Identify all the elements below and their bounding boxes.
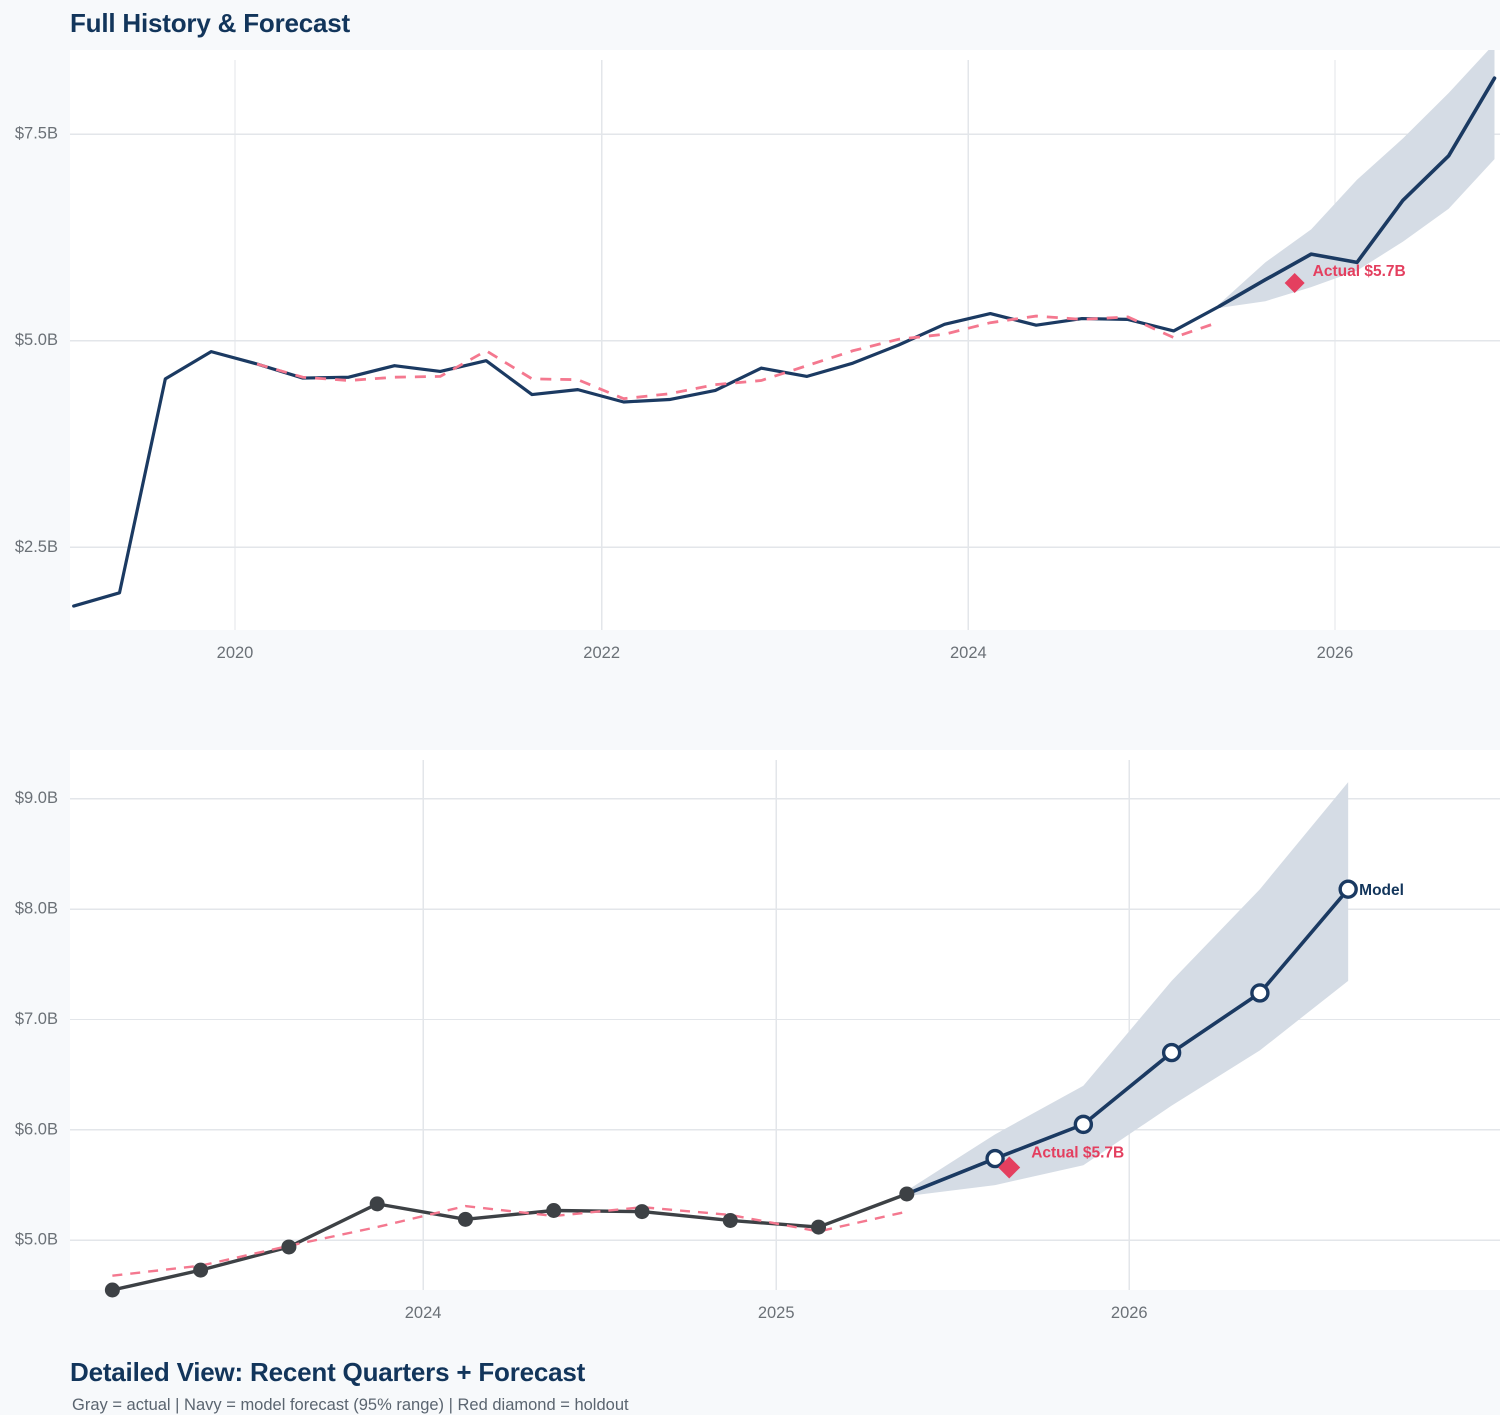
forecast-point-marker bbox=[985, 1148, 1005, 1169]
actual-point-marker bbox=[811, 1219, 827, 1235]
x-tick-label: 2024 bbox=[405, 1304, 442, 1322]
actual-point-marker bbox=[193, 1262, 209, 1278]
actual-point-marker bbox=[722, 1212, 738, 1228]
top-chart-panel: Full History & Forecast $2.5B $5.0B $7.5B … bbox=[0, 0, 1500, 675]
x-tick-label: 2024 bbox=[950, 644, 987, 662]
top-x-axis-labels: 2020 2022 2024 2026 bbox=[217, 644, 1354, 662]
top-series-lines bbox=[72, 76, 1497, 608]
bottom-x-axis-labels: 2024 2025 2026 bbox=[405, 1304, 1148, 1322]
y-tick-label: $7.5B bbox=[15, 125, 58, 143]
y-tick-label: $2.5B bbox=[15, 538, 58, 556]
actual-point-marker bbox=[457, 1211, 473, 1227]
x-tick-label: 2026 bbox=[1111, 1304, 1148, 1322]
forecast-point-marker bbox=[1338, 879, 1358, 899]
bottom-y-axis-labels: $5.0B $6.0B $7.0B $8.0B $9.0B bbox=[15, 789, 58, 1249]
y-tick-label: $5.0B bbox=[15, 331, 58, 349]
series-line-model-forecast bbox=[1217, 76, 1497, 308]
holdout-annotation-label: Actual $5.7B bbox=[1031, 1144, 1124, 1161]
x-tick-label: 2025 bbox=[758, 1304, 795, 1322]
top-chart-svg: $2.5B $5.0B $7.5B 2020 2022 2024 2026 Actual … bbox=[15, 50, 1500, 662]
forecast-point-marker bbox=[1073, 1114, 1094, 1135]
y-tick-label: $7.0B bbox=[15, 1010, 58, 1028]
top-plot-background bbox=[70, 50, 1500, 630]
bottom-gridlines bbox=[70, 760, 1500, 1290]
x-tick-label: 2026 bbox=[1317, 644, 1354, 662]
forecast-point-marker bbox=[1250, 983, 1270, 1003]
holdout-diamond-marker bbox=[998, 1156, 1021, 1179]
y-tick-label: $9.0B bbox=[15, 789, 58, 807]
series-line-model-fit-in-sample- bbox=[112, 1204, 908, 1277]
bottom-series-lines bbox=[110, 887, 1350, 1292]
bottom-markers bbox=[104, 879, 1358, 1298]
top-chart-title: Full History & Forecast bbox=[70, 8, 351, 38]
bottom-annotations: Actual $5.7B Model bbox=[1031, 882, 1404, 1161]
series-line-model-forecast bbox=[905, 887, 1350, 1196]
model-endpoint-label: Model bbox=[1359, 882, 1404, 899]
x-tick-label: 2020 bbox=[217, 644, 254, 662]
actual-point-marker bbox=[546, 1203, 562, 1218]
actual-point-marker bbox=[281, 1239, 297, 1255]
bottom-chart-subtitle: Gray = actual | Navy = model forecast (9… bbox=[72, 1396, 629, 1414]
actual-point-marker bbox=[634, 1204, 650, 1220]
series-line-model-fit-in-sample- bbox=[256, 314, 1220, 401]
confidence-band-95 bbox=[1219, 50, 1495, 308]
actual-point-marker bbox=[899, 1186, 915, 1202]
actual-point-marker bbox=[104, 1282, 120, 1298]
y-tick-label: $6.0B bbox=[15, 1120, 58, 1138]
bottom-chart-svg: $5.0B $6.0B $7.0B $8.0B $9.0B 2024 2025 2026 A… bbox=[15, 750, 1500, 1322]
top-annotations: Actual $5.7B bbox=[1313, 263, 1406, 280]
forecast-point-marker bbox=[1161, 1042, 1182, 1063]
top-markers bbox=[1284, 273, 1305, 294]
holdout-annotation-label: Actual $5.7B bbox=[1313, 263, 1406, 280]
x-tick-label: 2022 bbox=[583, 644, 620, 662]
top-gridlines bbox=[70, 60, 1500, 630]
holdout-diamond-marker bbox=[1284, 273, 1305, 294]
y-tick-label: $5.0B bbox=[15, 1231, 58, 1249]
top-y-axis-labels: $2.5B $5.0B $7.5B bbox=[15, 125, 58, 556]
bottom-chart-panel: Detailed View: Recent Quarters + Forecas… bbox=[0, 675, 1500, 1414]
top-confidence-band bbox=[1219, 50, 1495, 308]
bottom-chart-title: Detailed View: Recent Quarters + Forecas… bbox=[70, 1357, 586, 1387]
y-tick-label: $8.0B bbox=[15, 899, 58, 917]
actual-point-marker bbox=[369, 1196, 385, 1212]
